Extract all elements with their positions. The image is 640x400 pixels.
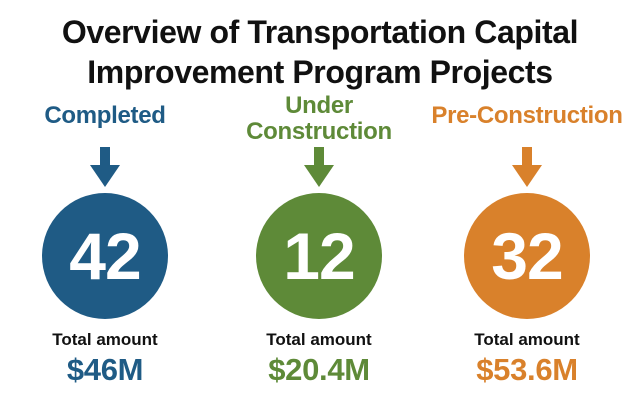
- under-construction-amount-label: Total amount: [266, 330, 372, 349]
- under-construction-count-circle: 12: [256, 193, 382, 319]
- under-construction-count: 12: [283, 219, 355, 293]
- completed-count: 42: [69, 219, 141, 293]
- page-title: Overview of Transportation Capital Impro…: [0, 12, 640, 92]
- under-construction-status-label: Under Construction: [219, 93, 419, 145]
- completed-status-label: Completed: [5, 103, 205, 129]
- pre-construction-amount-value: $53.6M: [476, 352, 578, 387]
- pre-construction-status-label: Pre-Construction: [427, 103, 627, 129]
- completed-count-circle: 42: [42, 193, 168, 319]
- under-construction-amount-value: $20.4M: [268, 352, 370, 387]
- under-construction-column: Under Construction 12 Total amount $20.4…: [219, 0, 419, 400]
- title-line-2: Improvement Program Projects: [87, 54, 553, 90]
- pre-construction-count-circle: 32: [464, 193, 590, 319]
- pre-construction-amount-label: Total amount: [474, 330, 580, 349]
- completed-amount-label: Total amount: [52, 330, 158, 349]
- completed-label-line-1: Completed: [44, 102, 166, 129]
- pre-construction-label-line-1: Pre-Construction: [431, 102, 623, 129]
- completed-column: Completed 42 Total amount $46M: [5, 0, 205, 400]
- completed-amount-value: $46M: [66, 352, 144, 387]
- arrow-down-icon: [90, 147, 120, 187]
- pre-construction-count: 32: [491, 219, 563, 293]
- under-construction-label-line-2: Construction: [246, 118, 392, 145]
- arrow-down-icon: [304, 147, 334, 187]
- under-construction-label-line-1: Under: [285, 92, 353, 119]
- pre-construction-column: Pre-Construction 32 Total amount $53.6M: [427, 0, 627, 400]
- title-line-1: Overview of Transportation Capital: [61, 14, 579, 50]
- arrow-down-icon: [512, 147, 542, 187]
